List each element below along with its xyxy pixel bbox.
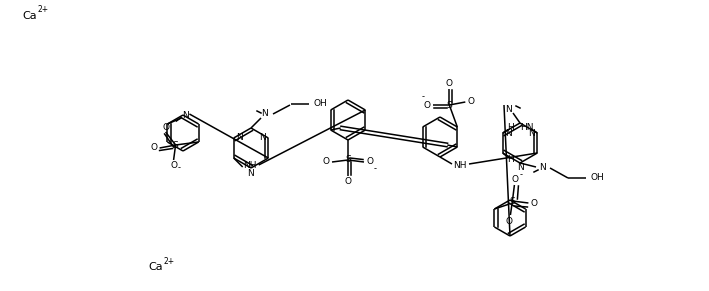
Text: O: O	[531, 198, 538, 207]
Text: O: O	[150, 143, 157, 152]
Text: -: -	[374, 164, 376, 173]
Text: N: N	[259, 134, 266, 143]
Text: N: N	[539, 164, 545, 173]
Text: O: O	[468, 97, 475, 107]
Text: N: N	[247, 168, 255, 178]
Text: Ca: Ca	[22, 11, 37, 21]
Text: OH: OH	[313, 100, 327, 109]
Text: O: O	[367, 157, 374, 166]
Text: O: O	[506, 217, 513, 226]
Text: H: H	[508, 155, 514, 164]
Text: S: S	[510, 196, 515, 205]
Text: O: O	[512, 175, 519, 184]
Text: -: -	[178, 164, 181, 173]
Text: O: O	[170, 162, 177, 171]
Text: 2+: 2+	[37, 6, 48, 15]
Text: N: N	[517, 164, 523, 173]
Text: S: S	[345, 155, 351, 164]
Text: OH: OH	[590, 173, 604, 182]
Text: S: S	[447, 100, 452, 109]
Text: O: O	[162, 123, 169, 132]
Text: O: O	[446, 79, 453, 88]
Text: N: N	[182, 111, 189, 120]
Text: -: -	[422, 93, 425, 102]
Text: N: N	[236, 134, 243, 143]
Text: O: O	[424, 100, 431, 109]
Text: O: O	[345, 178, 352, 187]
Text: S: S	[173, 141, 179, 150]
Text: Ca: Ca	[148, 262, 162, 272]
Text: O: O	[323, 157, 330, 166]
Text: H: H	[508, 123, 514, 132]
Text: N: N	[528, 129, 535, 138]
Text: -: -	[520, 171, 523, 180]
Text: 2+: 2+	[163, 256, 174, 265]
Text: HN: HN	[520, 123, 534, 132]
Text: NH: NH	[243, 162, 257, 171]
Text: N: N	[506, 129, 512, 138]
Text: N: N	[262, 109, 269, 118]
Text: N: N	[505, 104, 511, 113]
Text: NH: NH	[453, 161, 467, 169]
